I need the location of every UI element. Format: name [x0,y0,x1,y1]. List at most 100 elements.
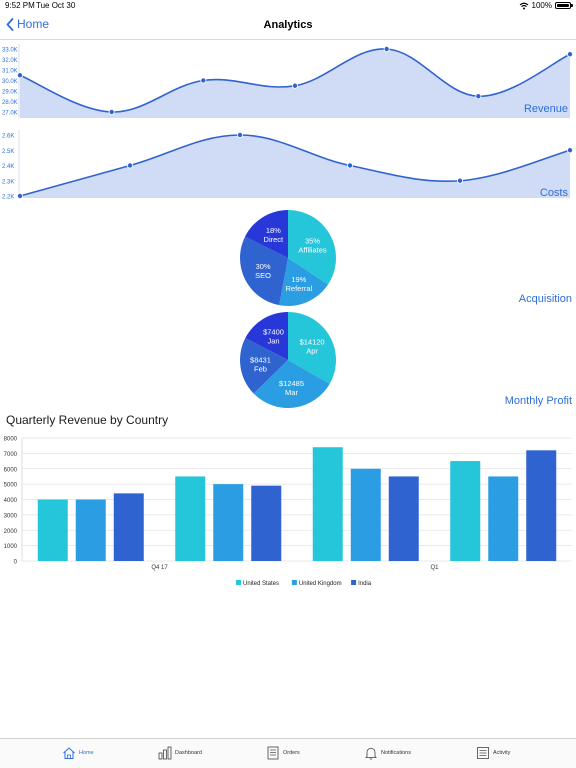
acq-slice [245,210,288,258]
tab-home-label: Home [79,750,94,756]
acq-slice [279,258,329,306]
acq-slice-label: Referral [286,284,313,293]
revenue-y-tick: 30.0K [2,79,18,85]
costs-y-tick: 2.3K [2,179,14,185]
home-icon [63,747,75,759]
revenue-point [200,77,207,84]
bar-y-tick: 2000 [4,529,18,535]
monthly-profit-slices [240,312,336,408]
profit-slice [240,338,288,394]
tab-dashboard-label: Dashboard [175,750,202,756]
back-button-label: Home [17,17,50,31]
acquisition-labels: 35%Affiliates 19%Referral 30%SEO 18%Direct [255,226,327,293]
acq-slice-label: 18% [266,226,281,235]
acq-slice-label: Affiliates [298,245,326,254]
costs-point [456,177,463,184]
battery-level [557,4,569,7]
bar-legend: United States United Kingdom India [236,580,372,587]
battery-icon [555,2,573,9]
chevron-left-icon [6,17,14,31]
bar [450,461,481,561]
legend-swatch [291,580,297,585]
orders-icon [267,746,279,760]
profit-slice-label: $12485 [279,379,304,388]
legend-swatch [236,580,241,585]
bar [213,484,244,561]
battery-percent: 100% [531,1,552,10]
revenue-point [383,46,390,52]
revenue-y-tick: 33.0K [2,48,18,54]
bar-x-tick: Q1 [430,565,439,571]
profit-slice-label: Jan [267,337,279,346]
revenue-point [475,93,482,100]
bar-series [37,447,557,561]
acq-slice-label: Direct [264,235,285,244]
bar [526,450,557,561]
costs-point [16,193,23,200]
costs-line [19,134,571,197]
tab-activity[interactable]: Activity [476,746,510,760]
tab-orders[interactable]: Orders [266,746,300,760]
bell-icon [365,748,377,760]
revenue-label: Revenue [524,103,568,115]
costs-point [346,162,353,169]
bar [175,476,206,561]
tab-dashboard[interactable]: Dashboard [158,746,202,760]
acq-slice-label: SEO [255,271,271,280]
profit-slice [288,312,336,384]
bar-y-tick: 4000 [4,498,18,504]
monthly-profit-label: Monthly Profit [505,395,572,407]
activity-icon [477,747,489,759]
tab-bar: Home Dashboard Orders Notifications [0,738,576,768]
status-time: 9:52 PM [5,1,35,10]
revenue-y-tick: 29.0K [2,90,18,96]
bar [37,499,68,561]
tab-notifications[interactable]: Notifications [364,746,411,760]
costs-area [20,135,570,198]
page-title: Analytics [263,19,313,31]
bar-y-tick: 3000 [4,513,18,519]
revenue-area [20,48,570,118]
costs-points [16,132,574,200]
profit-slice-label: Apr [306,347,318,356]
revenue-y-ticks: 33.0K 32.0K 31.0K 30.0K 29.0K 28.0K 27.0K [2,48,18,117]
acquisition-label: Acquisition [519,293,572,305]
costs-point [236,132,243,138]
acq-slice [288,210,336,285]
costs-chart: 2.6K 2.5K 2.4K 2.3K 2.2K Costs [2,130,574,201]
costs-y-ticks: 2.6K 2.5K 2.4K 2.3K 2.2K [2,134,14,201]
profit-slice-label: Mar [285,388,298,397]
legend-swatch [351,580,357,585]
revenue-y-tick: 31.0K [2,69,18,75]
status-indicators: 100% [519,1,573,10]
bar-y-tick: 7000 [4,452,18,458]
bar [350,468,381,561]
legend-label: United Kingdom [299,581,342,587]
acq-slice-label: 19% [291,275,306,284]
quarterly-revenue-chart: Quarterly Revenue by Country 8000 7000 600… [4,413,572,587]
bar [388,476,419,561]
revenue-chart: 33.0K 32.0K 31.0K 30.0K 29.0K 28.0K 27.0K Reve… [2,44,574,118]
tab-home[interactable]: Home [62,746,94,760]
dashboard-icon [158,746,172,760]
chart-title: Quarterly Revenue by Country [6,413,168,427]
bar [488,476,519,561]
profit-slice-label: $14120 [300,338,325,347]
costs-point [127,162,134,169]
profit-slice-label: Feb [254,365,267,374]
acq-slice-label: 30% [256,262,271,271]
revenue-point [567,51,574,58]
revenue-point [291,82,298,89]
bar-y-ticks: 8000 7000 6000 5000 4000 3000 2000 1000 0 [4,437,18,566]
wifi-icon [519,2,528,9]
profit-slice [245,312,288,360]
bar [113,493,144,561]
bar-grid [21,437,572,562]
profit-slice-label: $8431 [250,356,271,365]
status-date: Tue Oct 30 [36,1,76,10]
back-button[interactable]: Home [6,17,49,31]
costs-label: Costs [540,187,569,199]
bar [251,485,282,561]
